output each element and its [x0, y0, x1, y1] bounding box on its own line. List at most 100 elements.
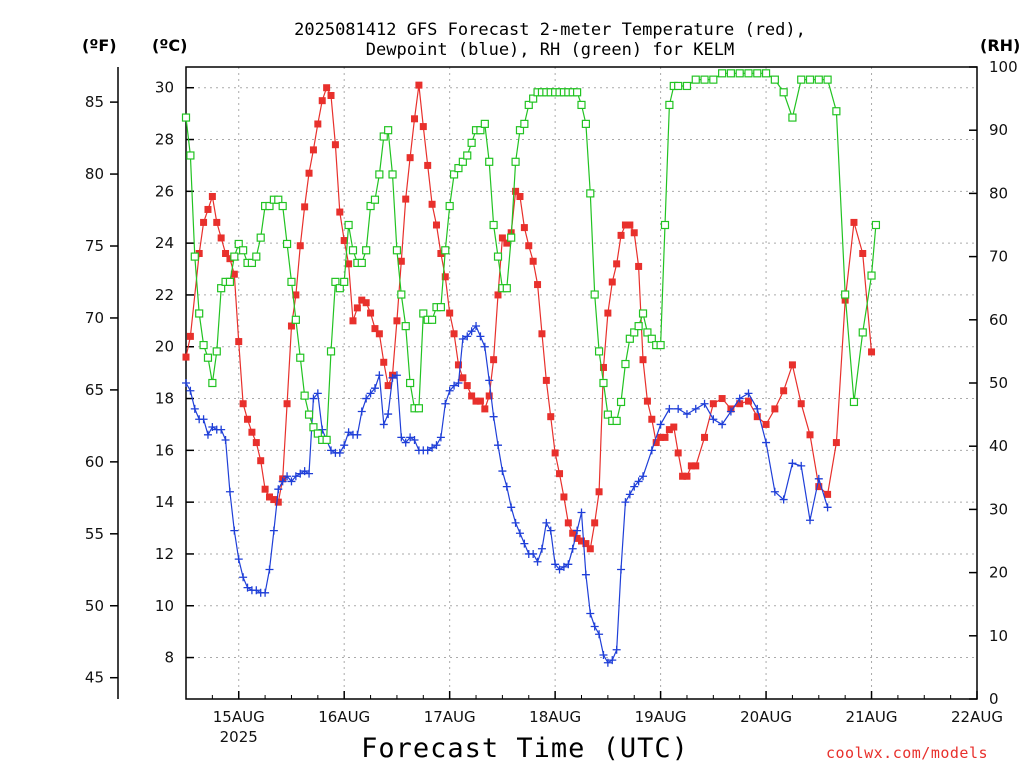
dewpoint-point: [520, 539, 529, 548]
temperature-point: [788, 361, 796, 369]
temperature-point: [371, 325, 379, 333]
rh-point: [419, 309, 428, 318]
dewpoint-point: [559, 562, 568, 571]
rh-point: [682, 81, 692, 91]
temperature-point: [314, 120, 322, 128]
dewpoint-point: [428, 443, 437, 452]
temperature-point: [648, 415, 656, 423]
celsius-tick-label: 18: [155, 390, 174, 408]
temperature-point: [226, 255, 234, 263]
dewpoint-point: [485, 376, 494, 385]
rh-point: [397, 290, 406, 299]
rh-tick-label: 0: [989, 690, 999, 708]
rh-point: [340, 277, 349, 286]
temperature-point: [186, 332, 194, 340]
dewpoint-point: [182, 379, 190, 387]
dewpoint-point: [450, 381, 459, 390]
rh-point: [335, 284, 344, 293]
temperature-point: [599, 363, 607, 371]
rh-point: [449, 170, 459, 179]
fahrenheit-tick-label: 75: [85, 237, 104, 255]
x-tick-label: 18AUG: [529, 708, 581, 726]
rh-point: [485, 157, 494, 166]
dewpoint-point: [806, 516, 815, 525]
rh-point: [515, 126, 525, 135]
fahrenheit-tick-label: 50: [85, 597, 104, 615]
celsius-tick-label: 10: [155, 597, 174, 615]
dewpoint-point: [735, 394, 744, 403]
temperature-point: [824, 490, 832, 498]
temperature-point: [336, 208, 344, 216]
temperature-point: [569, 529, 577, 537]
rh-point: [454, 164, 463, 173]
chart-title-line-1: 2025081412 GFS Forecast 2-meter Temperat…: [294, 20, 806, 40]
x-axis-title: Forecast Time (UTC): [361, 733, 689, 764]
fahrenheit-tick-label: 85: [85, 93, 104, 111]
rh-point: [634, 322, 643, 331]
dewpoint-point: [217, 425, 226, 434]
rh-point: [195, 309, 204, 318]
dewpoint-point: [261, 588, 270, 597]
temperature-point: [217, 234, 225, 242]
rh-point: [581, 119, 590, 128]
credit-link[interactable]: coolwx.com/models: [826, 744, 989, 762]
celsius-tick-label: 30: [155, 79, 174, 97]
dewpoint-point: [634, 477, 643, 486]
rh-point: [458, 157, 467, 166]
rh-point: [594, 347, 604, 356]
rh-tick-label: 20: [989, 564, 1008, 582]
dewpoint-point: [335, 448, 344, 457]
dewpoint-point: [221, 435, 230, 444]
dewpoint-point: [291, 472, 300, 481]
tick-labels: 8 10 12 14 16 18 20 22 24 26 28 30 45 50 55 60 65 70 75 80 8…: [85, 58, 1018, 746]
rh-point: [577, 100, 586, 110]
rh-point: [647, 334, 656, 343]
dewpoint-point: [533, 557, 542, 566]
rh-point: [643, 328, 652, 337]
temperature-point: [235, 338, 243, 346]
temperature-point: [516, 193, 524, 201]
rh-point: [287, 277, 296, 286]
temperature-point: [305, 169, 313, 177]
temperature-point: [661, 433, 669, 441]
dewpoint-point: [278, 477, 287, 486]
dewpoint-point: [313, 389, 322, 398]
rh-point: [573, 88, 582, 97]
dewpoint-point: [823, 503, 832, 512]
dewpoint-point: [252, 586, 261, 595]
temperature-point: [424, 161, 432, 169]
celsius-tick-label: 26: [155, 182, 174, 200]
temperature-point: [437, 249, 445, 257]
celsius-tick-label: 20: [155, 338, 174, 356]
dewpoint-point: [537, 544, 546, 553]
x-tick-label: 19AUG: [635, 708, 687, 726]
dewpoint-point: [564, 560, 573, 569]
dewpoint-point: [243, 583, 252, 592]
rh-point: [849, 397, 859, 407]
temperature-point: [213, 218, 221, 226]
rh-point: [199, 340, 208, 350]
dewpoint-point: [199, 415, 208, 424]
temperature-point: [283, 400, 291, 408]
temperature-point: [454, 361, 462, 369]
temperature-point: [850, 218, 858, 226]
dewpoint-point: [665, 404, 674, 413]
temperature-point: [670, 423, 678, 431]
dewpoint-point: [344, 428, 353, 437]
fahrenheit-tick-label: 60: [85, 453, 104, 471]
dewpoint-point: [617, 565, 626, 574]
temperature-point: [265, 493, 273, 501]
rh-point: [392, 246, 402, 255]
dewpoint-point: [476, 332, 485, 341]
dewpoint-point: [511, 518, 520, 527]
temperature-point: [428, 200, 436, 208]
temperature-point: [621, 221, 629, 229]
rh-point: [282, 239, 292, 249]
celsius-tick-label: 12: [155, 545, 174, 563]
dewpoint-point: [647, 446, 656, 455]
rh-point: [225, 277, 235, 286]
rh-point: [344, 220, 353, 230]
dewpoint-point: [353, 430, 362, 439]
rh-point: [217, 284, 226, 293]
dewpoint-point: [287, 477, 296, 486]
